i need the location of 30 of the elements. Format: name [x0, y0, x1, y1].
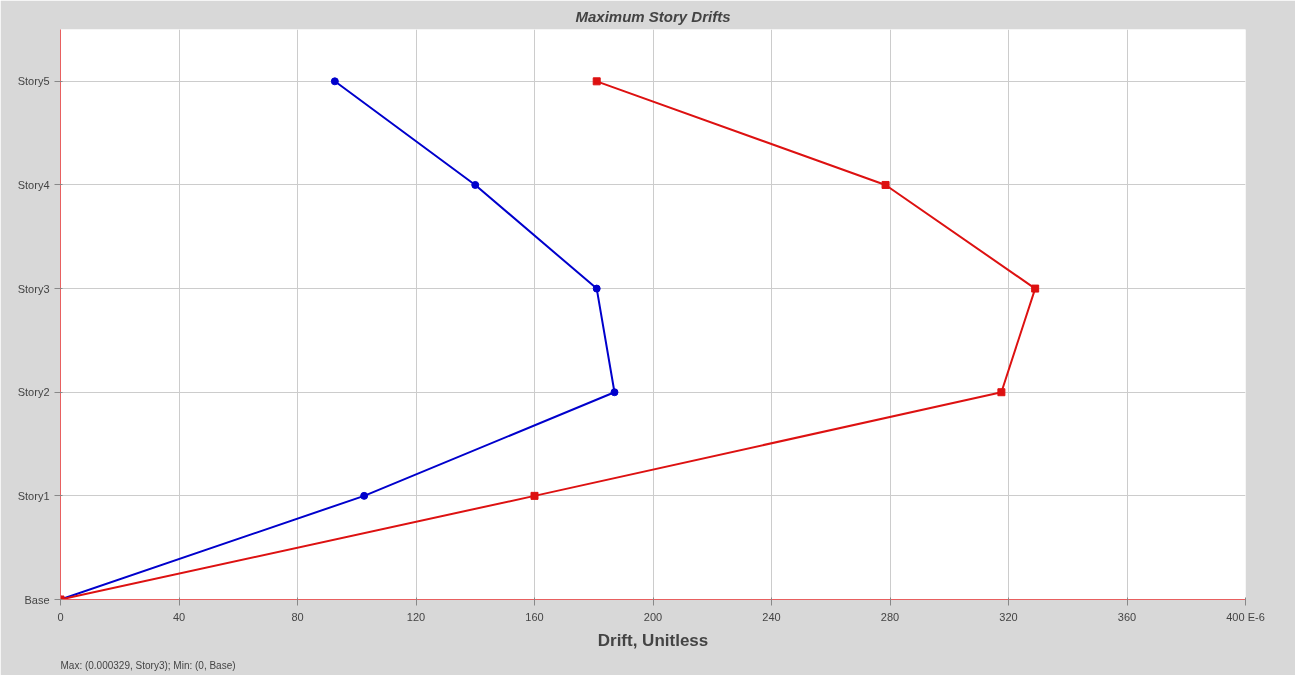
- y-tick-label: Story4: [17, 178, 50, 191]
- point: [592, 77, 601, 86]
- point: [330, 77, 339, 86]
- x-tick-label: 40: [172, 610, 186, 623]
- point: [1031, 284, 1040, 293]
- x-tick-label: 120: [406, 610, 426, 623]
- y-tick-label: Base: [24, 593, 50, 606]
- x-tick-label: 400 E-6: [1226, 610, 1265, 623]
- point: [610, 388, 619, 397]
- x-tick-label: 320: [999, 610, 1018, 623]
- x-tick-label: 240: [762, 610, 781, 623]
- chart-title: Maximum Story Drifts: [575, 7, 731, 25]
- point: [881, 180, 890, 189]
- x-tick-label: 160: [525, 610, 544, 623]
- x-tick-label: 0: [57, 610, 64, 623]
- point: [997, 388, 1006, 397]
- point: [530, 491, 539, 500]
- point: [471, 180, 480, 189]
- x-tick-label: 360: [1117, 610, 1137, 623]
- x-tick-label: 200: [643, 610, 663, 623]
- x-axis-title: Drift, Unitless: [597, 630, 709, 650]
- x-tick-label: 280: [880, 610, 900, 623]
- y-tick-label: Story1: [17, 489, 50, 502]
- y-tick-label: Story2: [17, 386, 50, 399]
- point: [360, 491, 369, 500]
- text: Max: (0.000329, Story3); Min: (0, Base): [60, 659, 236, 671]
- y-tick-label: Story5: [17, 75, 50, 88]
- x-tick-label: 80: [291, 610, 304, 623]
- y-tick-label: Story3: [17, 282, 50, 295]
- point: [592, 284, 601, 293]
